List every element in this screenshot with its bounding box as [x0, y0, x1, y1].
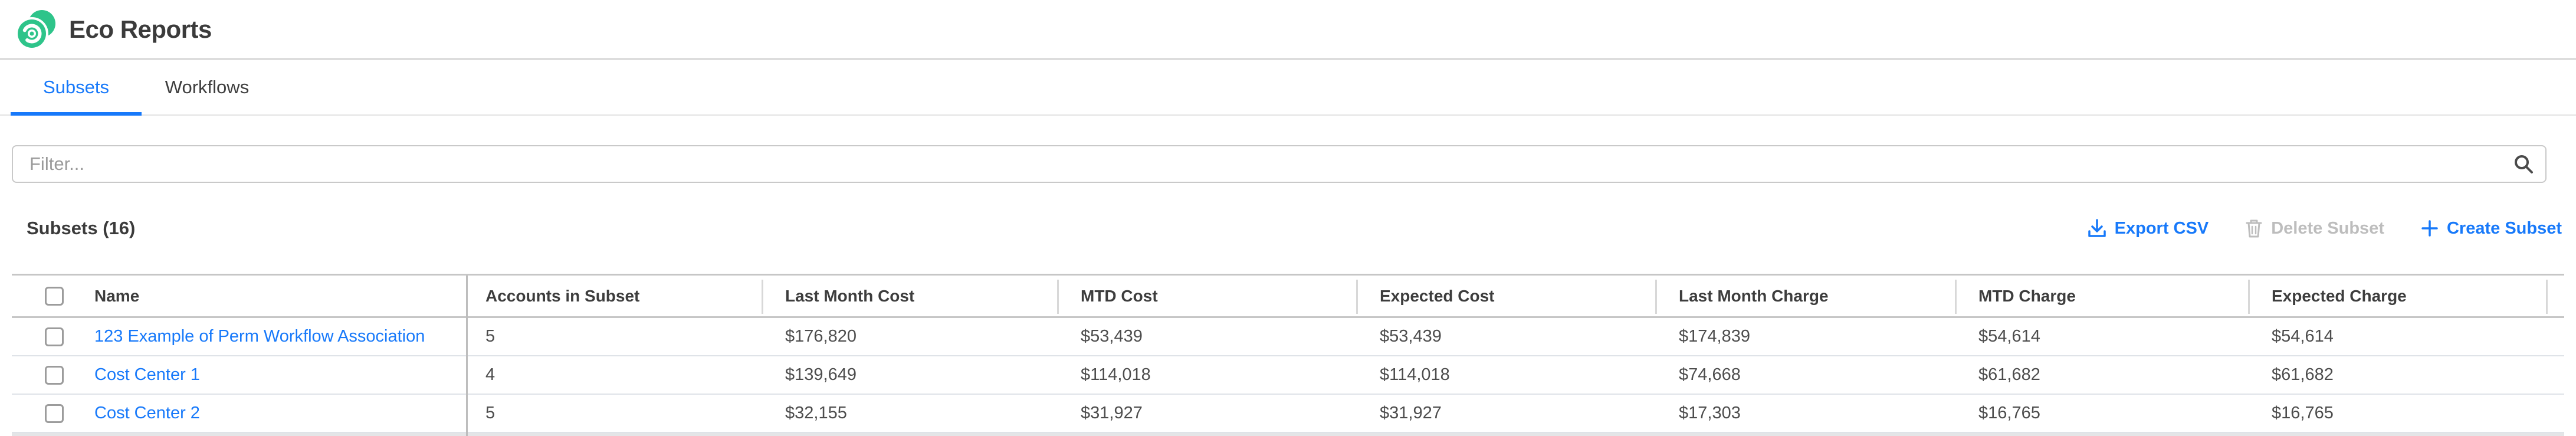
cell-mtd-charge: $61,682 [1978, 365, 2040, 384]
row-checkbox[interactable] [45, 365, 64, 385]
cell-mtd-cost: $31,927 [1081, 404, 1143, 422]
section-title: Subsets (16) [27, 218, 136, 238]
subset-name-link[interactable]: Cost Center 1 [94, 365, 200, 384]
cell-last-month-cost: $176,820 [785, 327, 857, 346]
table-row: Cost Center 2 5 $32,155 $31,927 $31,927 … [12, 395, 2564, 433]
cell-last-month-charge: $74,668 [1679, 365, 1741, 384]
cell-expected-cost: $114,018 [1380, 365, 1450, 384]
header-expected-charge: Expected Charge [2248, 276, 2546, 316]
app-header: Eco Reports [0, 0, 2576, 60]
cell-name: Cost Center 2 [12, 395, 466, 432]
table-row: 123 Example of Perm Workflow Association… [12, 318, 2564, 356]
delete-subset-label: Delete Subset [2271, 218, 2384, 238]
table-header-row: Name Accounts in Subset Last Month Cost … [12, 276, 2564, 318]
tab-bar: Subsets Workflows [0, 60, 2576, 116]
cell-last-month-charge: $174,839 [1679, 327, 1750, 346]
table-body: 123 Example of Perm Workflow Association… [12, 318, 2564, 433]
subsets-table: Name Accounts in Subset Last Month Cost … [12, 274, 2564, 436]
trash-icon [2246, 219, 2262, 238]
column-divider [466, 276, 468, 436]
filter-container [12, 145, 2547, 183]
plus-icon [2421, 220, 2438, 237]
section-header: Subsets (16) Export CSV Delete Sub [12, 209, 2564, 248]
cell-last-month-cost: $139,649 [785, 365, 857, 384]
main-content: Subsets (16) Export CSV Delete Sub [0, 145, 2576, 436]
cell-spacer [2546, 356, 2564, 394]
tab-workflows-label: Workflows [165, 76, 250, 97]
download-icon [2088, 219, 2106, 237]
delete-subset-button[interactable]: Delete Subset [2245, 218, 2384, 238]
header-mtd-cost: MTD Cost [1057, 276, 1356, 316]
cell-mtd-cost: $114,018 [1081, 365, 1151, 384]
cell-name: Cost Center 1 [12, 356, 466, 394]
cell-accounts-in-subset: 5 [485, 404, 495, 422]
header-expected-cost: Expected Cost [1356, 276, 1655, 316]
action-bar: Export CSV Delete Subset Create Subset [2088, 218, 2564, 238]
create-subset-button[interactable]: Create Subset [2421, 219, 2562, 238]
header-last-month-cost: Last Month Cost [762, 276, 1057, 316]
table-row: Cost Center 1 4 $139,649 $114,018 $114,0… [12, 356, 2564, 395]
cell-accounts-in-subset: 4 [485, 365, 495, 384]
cell-spacer [2546, 395, 2564, 432]
eco-logo-icon [15, 9, 55, 50]
row-checkbox[interactable] [45, 327, 64, 346]
tab-workflows[interactable]: Workflows [142, 60, 273, 114]
cell-accounts-in-subset: 5 [485, 327, 495, 346]
header-mtd-charge: MTD Charge [1955, 276, 2248, 316]
cell-spacer [2546, 318, 2564, 355]
cell-last-month-cost: $32,155 [785, 404, 847, 422]
header-spacer [2546, 276, 2564, 316]
subset-name-link[interactable]: 123 Example of Perm Workflow Association [94, 327, 425, 346]
cell-mtd-charge: $16,765 [1978, 404, 2040, 422]
select-all-checkbox[interactable] [45, 286, 64, 306]
cell-mtd-cost: $53,439 [1081, 327, 1143, 346]
export-csv-button[interactable]: Export CSV [2088, 218, 2209, 238]
header-accounts-in-subset: Accounts in Subset [485, 286, 640, 305]
filter-input[interactable] [12, 145, 2547, 183]
export-csv-label: Export CSV [2114, 218, 2209, 238]
cell-expected-charge: $16,765 [2272, 404, 2334, 422]
cell-mtd-charge: $54,614 [1978, 327, 2040, 346]
page-title: Eco Reports [69, 15, 212, 43]
scrollbar-track[interactable] [12, 433, 2564, 436]
cell-last-month-charge: $17,303 [1679, 404, 1741, 422]
tab-subsets-label: Subsets [42, 76, 109, 97]
header-name: Name [12, 276, 466, 316]
create-subset-label: Create Subset [2446, 218, 2562, 238]
subset-name-link[interactable]: Cost Center 2 [94, 404, 200, 422]
cell-expected-cost: $53,439 [1380, 327, 1442, 346]
tab-subsets[interactable]: Subsets [11, 60, 142, 116]
search-icon [2515, 155, 2533, 173]
row-checkbox[interactable] [45, 404, 64, 423]
cell-expected-charge: $54,614 [2272, 327, 2334, 346]
cell-expected-cost: $31,927 [1380, 404, 1442, 422]
header-last-month-charge: Last Month Charge [1655, 276, 1955, 316]
cell-name: 123 Example of Perm Workflow Association [12, 318, 466, 355]
header-name-label: Name [94, 286, 140, 305]
cell-expected-charge: $61,682 [2272, 365, 2334, 384]
